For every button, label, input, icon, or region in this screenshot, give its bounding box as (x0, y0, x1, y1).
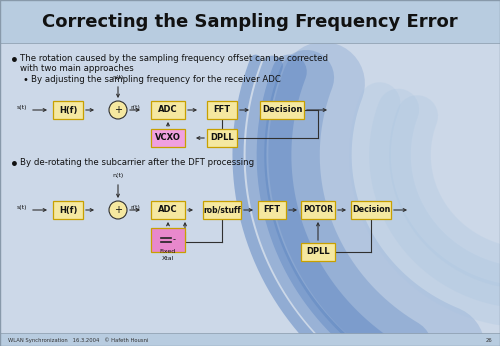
Text: +: + (114, 205, 122, 215)
Circle shape (109, 201, 127, 219)
FancyBboxPatch shape (151, 129, 185, 147)
Circle shape (109, 101, 127, 119)
Text: with two main approaches: with two main approaches (20, 64, 134, 73)
FancyBboxPatch shape (207, 101, 237, 119)
Text: +: + (114, 105, 122, 115)
Text: H(f): H(f) (59, 206, 77, 215)
Text: Xtal: Xtal (162, 256, 174, 261)
FancyBboxPatch shape (301, 243, 335, 261)
Text: s(t): s(t) (17, 104, 28, 109)
Text: -: - (173, 236, 176, 245)
Text: WLAN Synchronization   16.3.2004   © Hafeth Housni: WLAN Synchronization 16.3.2004 © Hafeth … (8, 337, 148, 343)
Text: 26: 26 (485, 337, 492, 343)
Text: By adjusting the sampling frequency for the receiver ADC: By adjusting the sampling frequency for … (31, 75, 281, 84)
FancyBboxPatch shape (351, 201, 391, 219)
FancyBboxPatch shape (203, 201, 241, 219)
Text: rob/stuff: rob/stuff (203, 206, 241, 215)
Text: VCXO: VCXO (155, 134, 181, 143)
Text: •: • (10, 158, 19, 172)
Text: POTOR: POTOR (303, 206, 333, 215)
FancyBboxPatch shape (258, 201, 286, 219)
FancyBboxPatch shape (53, 201, 83, 219)
FancyBboxPatch shape (207, 129, 237, 147)
Text: n(t): n(t) (112, 173, 124, 178)
Text: FFT: FFT (214, 106, 230, 115)
FancyBboxPatch shape (260, 101, 304, 119)
Text: ADC: ADC (158, 206, 178, 215)
FancyBboxPatch shape (151, 201, 185, 219)
Text: By de-rotating the subcarrier after the DFT processing: By de-rotating the subcarrier after the … (20, 158, 254, 167)
Text: r(t): r(t) (130, 104, 140, 109)
Bar (0, 333, 500, 346)
FancyBboxPatch shape (151, 228, 185, 252)
FancyBboxPatch shape (151, 101, 185, 119)
Text: Decision: Decision (262, 106, 302, 115)
Text: Decision: Decision (352, 206, 390, 215)
Text: DPLL: DPLL (210, 134, 234, 143)
FancyBboxPatch shape (301, 201, 335, 219)
Text: s(t): s(t) (17, 204, 28, 209)
Text: •: • (22, 75, 28, 85)
FancyBboxPatch shape (53, 101, 83, 119)
Text: Fixed: Fixed (160, 249, 176, 254)
Text: •: • (10, 54, 19, 68)
Text: DPLL: DPLL (306, 247, 330, 256)
Text: Correcting the Sampling Frequency Error: Correcting the Sampling Frequency Error (42, 13, 458, 31)
Text: n(t): n(t) (112, 75, 124, 80)
Text: ADC: ADC (158, 106, 178, 115)
Text: H(f): H(f) (59, 106, 77, 115)
Bar (0, 0, 500, 43)
Text: r(t): r(t) (130, 204, 140, 209)
Text: The rotation caused by the sampling frequency offset can be corrected: The rotation caused by the sampling freq… (20, 54, 328, 63)
Text: FFT: FFT (264, 206, 280, 215)
